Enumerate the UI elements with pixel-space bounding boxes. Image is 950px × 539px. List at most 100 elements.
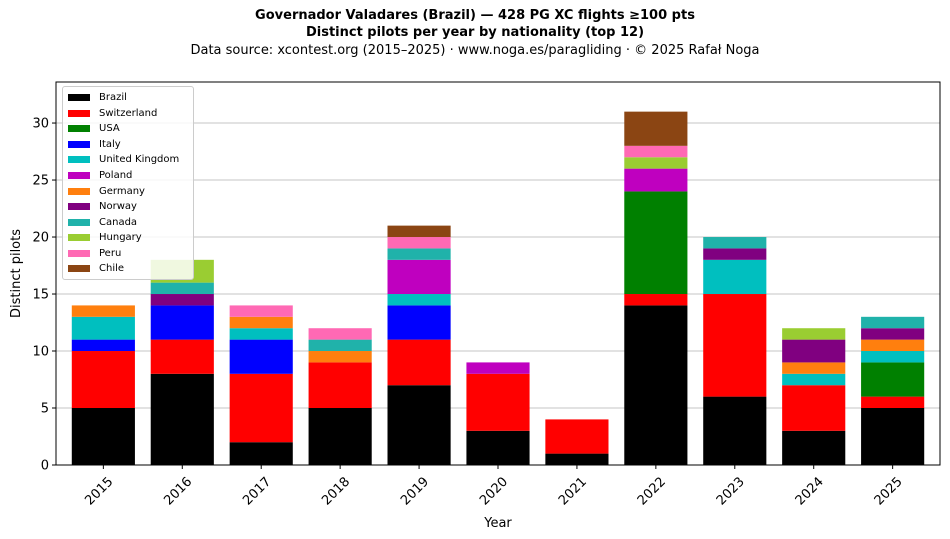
legend-label: Brazil (99, 92, 127, 104)
legend-item: USA (63, 121, 193, 137)
x-tick-label: 2020 (477, 474, 511, 508)
bar-segment-united-kingdom-2023 (703, 259, 767, 295)
bar-segment-switzerland-2022 (624, 294, 688, 306)
legend-item: Brazil (63, 90, 193, 106)
bar-segment-italy-2017 (229, 339, 293, 374)
bars-layer (71, 111, 925, 465)
bar-segment-canada-2016 (150, 282, 214, 295)
bar-segment-brazil-2017 (229, 442, 293, 465)
legend-item: Hungary (63, 230, 193, 246)
legend-label: United Kingdom (99, 154, 180, 166)
bar-segment-peru-2019 (387, 237, 451, 249)
x-tick-label: 2016 (161, 474, 195, 508)
legend-label: Italy (99, 138, 121, 150)
bar-segment-brazil-2016 (150, 373, 214, 465)
legend-item: Canada (63, 214, 193, 230)
bar-segment-peru-2022 (624, 145, 688, 158)
x-tick-label: 2022 (635, 474, 669, 508)
x-tick-label: 2017 (240, 474, 274, 508)
y-tick-label: 30 (32, 117, 49, 132)
legend-swatch (68, 140, 90, 148)
bar-segment-switzerland-2016 (150, 339, 214, 374)
legend-item: Norway (63, 199, 193, 215)
bar-segment-germany-2015 (71, 305, 135, 317)
bar-segment-brazil-2020 (466, 430, 530, 465)
bar-segment-brazil-2022 (624, 305, 688, 465)
legend-item: Poland (63, 168, 193, 184)
bar-segment-brazil-2023 (703, 396, 767, 465)
bar-segment-usa-2025 (861, 362, 925, 397)
bar-segment-united-kingdom-2025 (861, 351, 925, 363)
bar-segment-brazil-2021 (545, 453, 609, 465)
bar-segment-poland-2020 (466, 362, 530, 374)
bar-segment-united-kingdom-2017 (229, 328, 293, 340)
bar-segment-canada-2023 (703, 237, 767, 249)
legend-swatch (68, 125, 90, 133)
bar-segment-switzerland-2020 (466, 373, 530, 431)
bar-segment-germany-2017 (229, 316, 293, 329)
bar-segment-norway-2016 (150, 294, 214, 306)
bar-segment-poland-2022 (624, 168, 688, 192)
legend-label: Peru (99, 247, 122, 259)
x-tick-label: 2018 (319, 474, 353, 508)
bar-segment-italy-2016 (150, 305, 214, 340)
x-tick-label: 2025 (872, 474, 906, 508)
legend-label: Norway (99, 201, 137, 213)
bar-segment-switzerland-2015 (71, 351, 135, 409)
legend-swatch (68, 218, 90, 226)
legend-swatch (68, 249, 90, 257)
legend-item: Switzerland (63, 106, 193, 122)
bar-segment-canada-2025 (861, 316, 925, 329)
bar-segment-united-kingdom-2015 (71, 316, 135, 340)
bar-segment-norway-2025 (861, 328, 925, 340)
legend-item: Germany (63, 183, 193, 199)
bar-segment-chile-2022 (624, 111, 688, 146)
y-tick-label: 0 (41, 459, 49, 474)
bar-segment-germany-2025 (861, 339, 925, 352)
bar-segment-united-kingdom-2019 (387, 294, 451, 306)
bar-segment-brazil-2019 (387, 385, 451, 465)
y-tick-label: 10 (32, 345, 49, 360)
bar-segment-brazil-2025 (861, 408, 925, 465)
bar-segment-united-kingdom-2024 (782, 373, 846, 386)
chart-subtitle: Distinct pilots per year by nationality … (305, 25, 645, 40)
bar-segment-italy-2019 (387, 305, 451, 340)
bar-segment-brazil-2024 (782, 430, 846, 465)
y-tick-label: 5 (41, 402, 49, 417)
legend-swatch (68, 172, 90, 179)
bar-segment-peru-2017 (229, 305, 293, 317)
legend-label: Hungary (99, 232, 142, 244)
legend-swatch (68, 109, 90, 117)
bar-segment-chile-2019 (387, 225, 451, 238)
legend-label: Poland (99, 170, 133, 181)
chart-title: Governador Valadares (Brazil) — 428 PG X… (255, 8, 695, 23)
bar-segment-switzerland-2017 (229, 373, 293, 443)
legend-item: United Kingdom (63, 152, 193, 168)
y-tick-label: 25 (32, 174, 49, 189)
x-axis-label: Year (483, 516, 512, 531)
data-source-credit: Data source: xcontest.org (2015–2025) · … (190, 43, 760, 58)
legend-item: Peru (63, 245, 193, 261)
bar-segment-brazil-2018 (308, 408, 372, 465)
bar-segment-brazil-2015 (71, 408, 135, 465)
bar-segment-norway-2024 (782, 339, 846, 363)
bar-segment-switzerland-2023 (703, 294, 767, 397)
bar-segment-canada-2019 (387, 248, 451, 260)
bar-segment-poland-2019 (387, 259, 451, 295)
legend-item: Italy (63, 137, 193, 153)
y-tick-label: 15 (32, 288, 49, 303)
bar-segment-switzerland-2018 (308, 362, 372, 409)
legend-swatch (68, 187, 90, 195)
legend-label: Germany (99, 185, 145, 197)
x-tick-label: 2021 (556, 474, 590, 508)
legend: Brazil Switzerland USA Italy United Kingdom P… (62, 86, 194, 280)
y-axis-label: Distinct pilots (9, 229, 24, 318)
legend-swatch (68, 94, 90, 102)
bar-segment-peru-2018 (308, 328, 372, 340)
legend-label: USA (99, 123, 120, 135)
bar-segment-hungary-2022 (624, 157, 688, 169)
legend-label: Switzerland (99, 107, 158, 119)
bar-segment-switzerland-2025 (861, 396, 925, 409)
bar-segment-usa-2022 (624, 191, 688, 295)
